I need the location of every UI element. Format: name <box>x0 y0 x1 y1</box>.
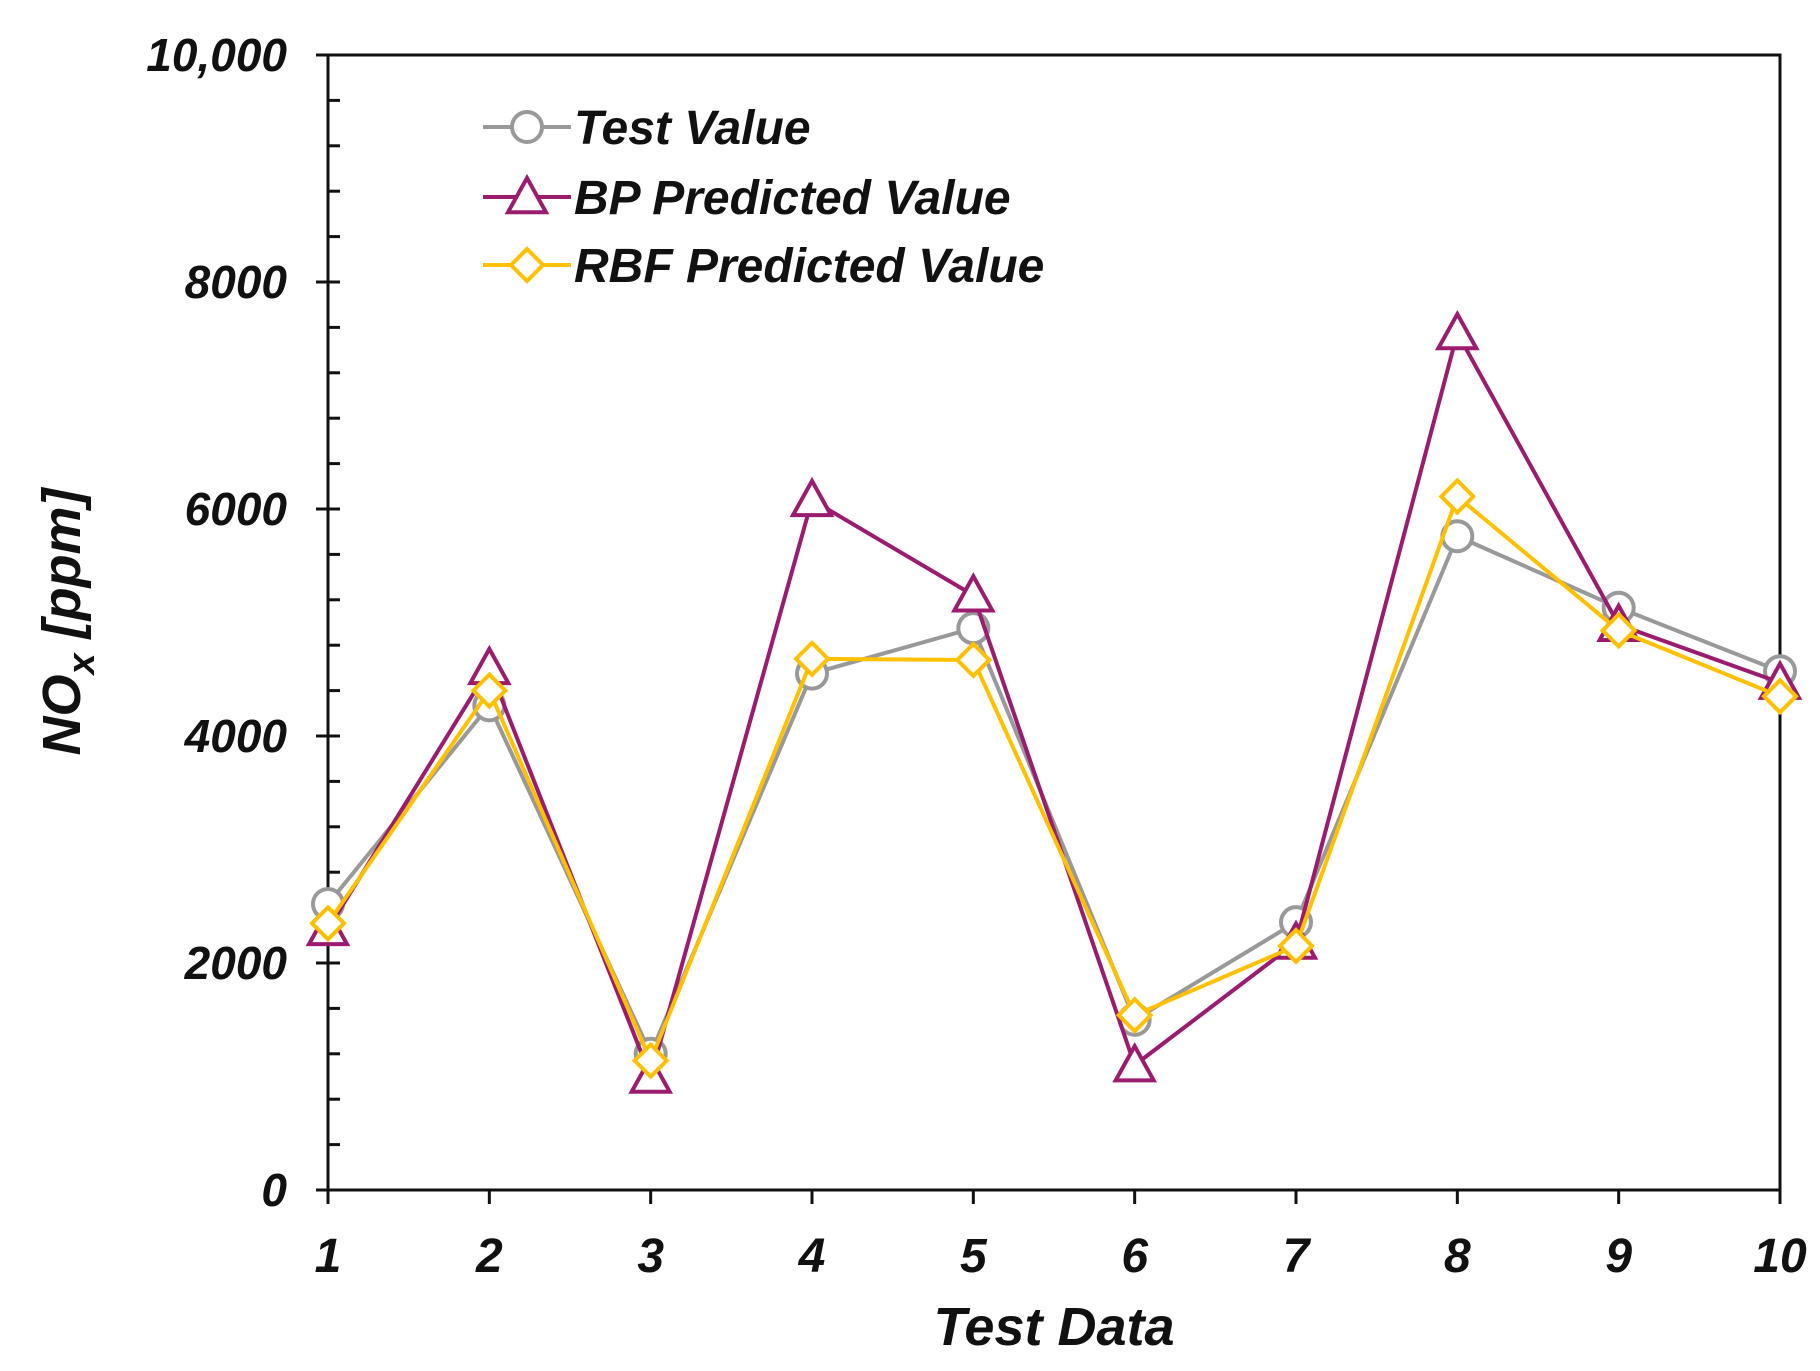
x-tick-label: 4 <box>798 1230 826 1283</box>
data-point-triangle <box>789 476 835 518</box>
series-line <box>326 331 1781 1079</box>
x-tick-label: 10 <box>1753 1230 1807 1283</box>
data-point-diamond <box>793 639 831 678</box>
y-tick-label: 10,000 <box>146 29 287 81</box>
data-point-triangle <box>950 572 996 613</box>
y-tick-label: 4000 <box>184 710 288 762</box>
legend-item: Test Value <box>483 102 811 155</box>
data-point-diamond <box>1277 927 1315 965</box>
y-tick-label: 0 <box>261 1164 287 1216</box>
y-axis-title: NOx [ppm] <box>32 486 103 755</box>
legend-marker-diamond <box>508 246 546 284</box>
x-axis-tick-labels: 1 2 3 4 5 6 7 8 9 10 <box>315 1230 1807 1283</box>
legend-marker-triangle <box>504 173 550 215</box>
data-point-diamond <box>309 904 347 943</box>
series-line <box>326 494 1781 1063</box>
legend: Test Value BP Predicted Value RBF Predicte… <box>483 102 1044 293</box>
x-tick-label: 9 <box>1605 1230 1632 1283</box>
x-tick-label: 3 <box>637 1230 664 1283</box>
data-point-diamond <box>1438 477 1477 516</box>
data-point-diamond <box>470 671 509 710</box>
y-tick-label: 6000 <box>185 483 288 535</box>
y-axis-tick-labels: 0 2000 4000 6000 8000 10,000 <box>146 29 287 1216</box>
data-point-diamond <box>1115 996 1154 1035</box>
data-point-diamond <box>954 641 993 679</box>
series-line <box>326 534 1781 1056</box>
y-tick-label: 8000 <box>185 256 288 308</box>
legend-label: Test Value <box>574 102 811 155</box>
x-tick-label: 7 <box>1283 1230 1312 1283</box>
x-tick-label: 5 <box>960 1230 988 1283</box>
legend-label: RBF Predicted Value <box>574 240 1044 293</box>
x-axis-title: Test Data <box>933 1297 1174 1357</box>
x-tick-label: 6 <box>1121 1230 1148 1283</box>
series-triangle <box>305 309 1803 1094</box>
legend-label: BP Predicted Value <box>574 172 1011 225</box>
data-point-triangle <box>1434 309 1480 351</box>
data-point-diamond <box>631 1041 670 1080</box>
x-tick-label: 8 <box>1444 1230 1471 1283</box>
series-layer <box>305 309 1803 1094</box>
legend-marker-circle <box>510 110 544 144</box>
data-point-diamond <box>1599 611 1638 650</box>
plot-frame <box>326 53 1782 1192</box>
x-axis-ticks <box>326 1190 1782 1204</box>
legend-item: RBF Predicted Value <box>483 240 1044 293</box>
x-tick-label: 1 <box>315 1230 342 1283</box>
series-diamond <box>309 477 1799 1080</box>
y-tick-label: 2000 <box>184 937 288 989</box>
data-point-diamond <box>1761 677 1799 716</box>
data-point-triangle <box>1112 1042 1158 1083</box>
x-tick-label: 2 <box>475 1230 503 1283</box>
legend-item: BP Predicted Value <box>483 172 1011 225</box>
